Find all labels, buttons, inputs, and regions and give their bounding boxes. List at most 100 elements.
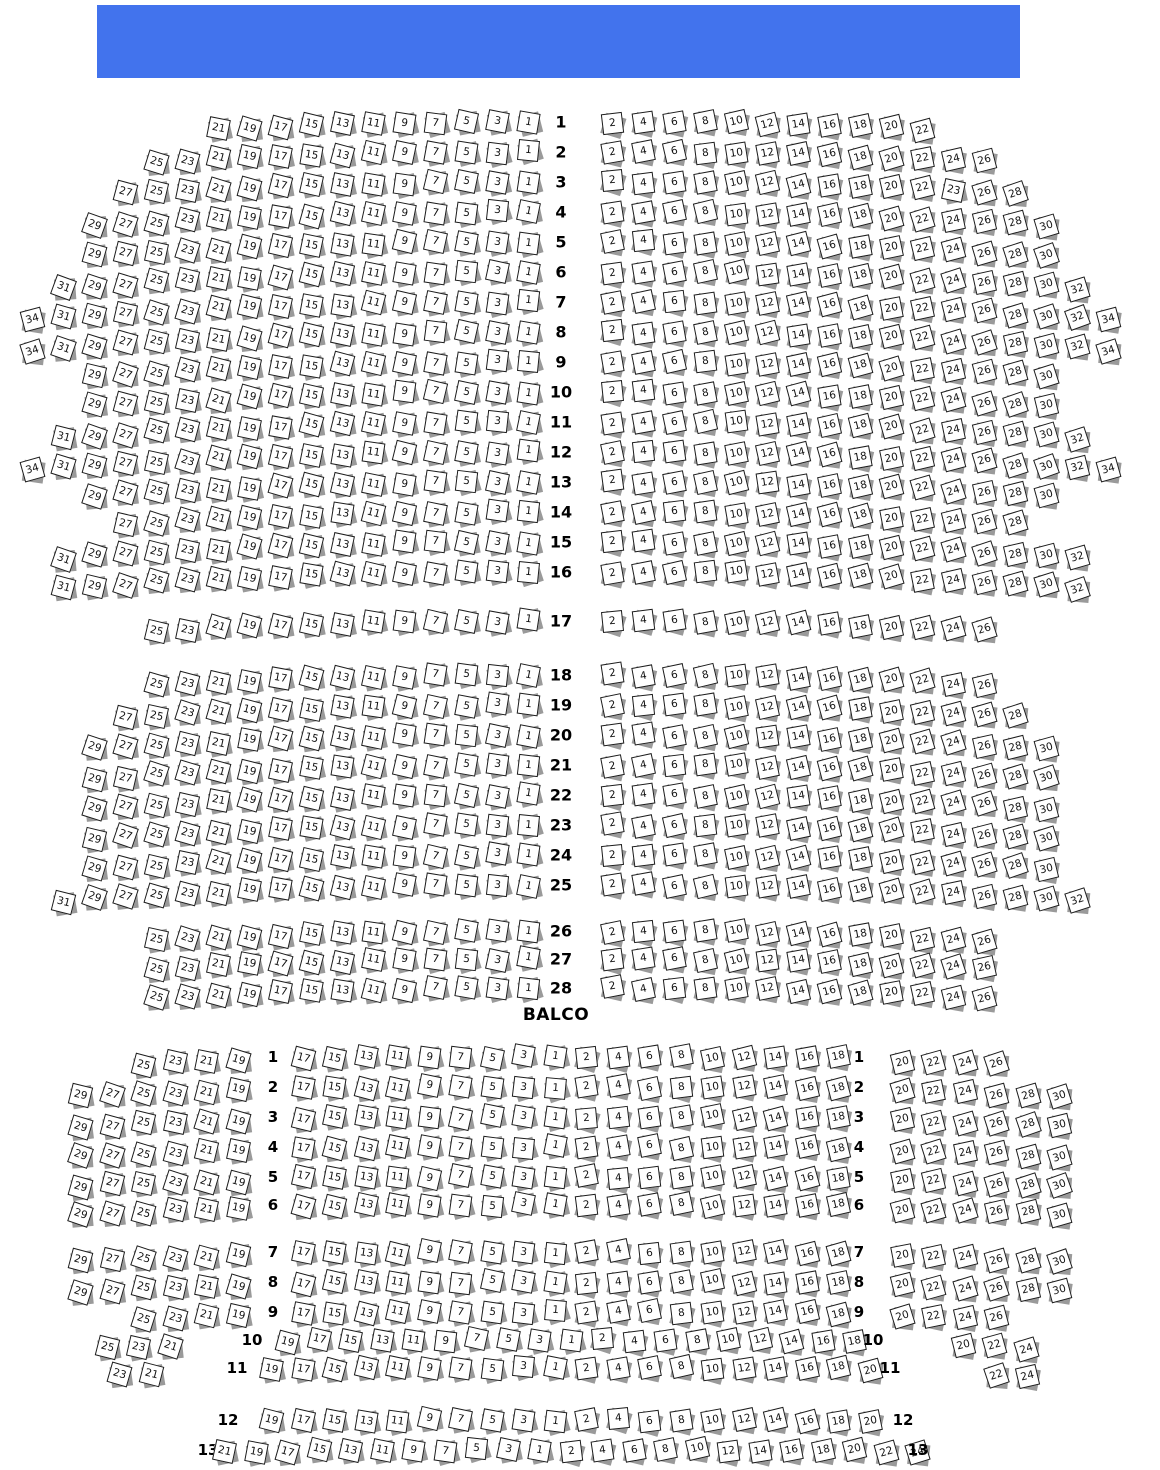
seat[interactable]: 15 xyxy=(338,1327,365,1355)
seat[interactable]: 24 xyxy=(939,953,967,981)
seat[interactable]: 19 xyxy=(225,1302,253,1330)
seat[interactable]: 17 xyxy=(290,1239,318,1267)
seat[interactable]: 26 xyxy=(971,508,998,536)
seat[interactable]: 24 xyxy=(951,1197,979,1225)
seat[interactable]: 27 xyxy=(111,571,139,599)
seat[interactable]: 22 xyxy=(908,474,936,502)
seat[interactable]: 25 xyxy=(130,1274,158,1302)
seat[interactable]: 25 xyxy=(130,1245,157,1273)
seat[interactable]: 7 xyxy=(422,350,450,378)
seat[interactable]: 28 xyxy=(1002,570,1029,598)
seat[interactable]: 9 xyxy=(391,664,419,692)
seat[interactable]: 5 xyxy=(479,1103,507,1130)
seat[interactable]: 13 xyxy=(329,321,357,349)
seat[interactable]: 4 xyxy=(630,693,658,721)
seat[interactable]: 9 xyxy=(417,1134,444,1161)
seat[interactable]: 10 xyxy=(723,663,750,691)
seat[interactable]: 17 xyxy=(290,1075,318,1102)
seat[interactable]: 11 xyxy=(360,350,388,377)
seat[interactable]: 15 xyxy=(298,815,326,843)
seat[interactable]: 1 xyxy=(515,663,543,690)
seat[interactable]: 3 xyxy=(527,1327,555,1355)
seat[interactable]: 2 xyxy=(599,919,626,947)
seat[interactable]: 25 xyxy=(143,792,170,820)
seat[interactable]: 20 xyxy=(950,1332,977,1360)
seat[interactable]: 12 xyxy=(754,351,781,380)
seat[interactable]: 21 xyxy=(205,355,232,383)
seat[interactable]: 27 xyxy=(112,329,139,357)
seat[interactable]: 3 xyxy=(485,813,513,840)
seat[interactable]: 14 xyxy=(763,1271,790,1299)
seat[interactable]: 17 xyxy=(267,978,295,1006)
seat[interactable]: 2 xyxy=(574,1239,601,1267)
seat[interactable]: 9 xyxy=(417,1270,445,1298)
seat[interactable]: 16 xyxy=(816,384,843,412)
seat[interactable]: 31 xyxy=(49,335,77,362)
seat[interactable]: 3 xyxy=(485,498,512,526)
seat[interactable]: 21 xyxy=(193,1080,221,1107)
seat[interactable]: 22 xyxy=(909,385,936,413)
seat[interactable]: 5 xyxy=(454,140,481,168)
seat[interactable]: 13 xyxy=(329,920,357,948)
seat[interactable]: 1 xyxy=(516,170,543,198)
seat[interactable]: 8 xyxy=(692,948,719,976)
seat[interactable]: 19 xyxy=(235,533,263,560)
seat[interactable]: 2 xyxy=(599,974,626,1002)
seat[interactable]: 9 xyxy=(416,1238,444,1266)
seat[interactable]: 26 xyxy=(983,1110,1010,1138)
seat[interactable]: 16 xyxy=(816,412,843,440)
seat[interactable]: 14 xyxy=(785,351,812,380)
seat[interactable]: 21 xyxy=(205,952,233,979)
seat[interactable]: 34 xyxy=(18,338,46,365)
seat[interactable]: 2 xyxy=(599,468,626,497)
seat[interactable]: 2 xyxy=(599,722,626,750)
seat[interactable]: 13 xyxy=(353,1300,381,1328)
seat[interactable]: 32 xyxy=(1063,886,1091,914)
seat[interactable]: 4 xyxy=(630,843,657,871)
seat[interactable]: 9 xyxy=(391,111,419,139)
seat[interactable]: 21 xyxy=(205,327,233,354)
seat[interactable]: 1 xyxy=(543,1076,571,1103)
seat[interactable]: 20 xyxy=(889,1167,916,1195)
seat[interactable]: 13 xyxy=(354,1241,382,1268)
seat[interactable]: 14 xyxy=(785,172,812,200)
seat[interactable]: 18 xyxy=(847,113,874,141)
seat[interactable]: 10 xyxy=(723,230,750,258)
seat[interactable]: 11 xyxy=(385,1044,413,1072)
seat[interactable]: 3 xyxy=(485,349,513,376)
seat[interactable]: 19 xyxy=(236,669,264,696)
seat[interactable]: 16 xyxy=(794,1076,821,1104)
seat[interactable]: 12 xyxy=(754,844,781,872)
seat[interactable]: 16 xyxy=(816,202,843,230)
seat[interactable]: 14 xyxy=(785,112,812,141)
seat[interactable]: 1 xyxy=(515,723,543,751)
seat[interactable]: 11 xyxy=(360,139,388,167)
seat[interactable]: 3 xyxy=(484,380,512,407)
seat[interactable]: 7 xyxy=(433,1439,460,1466)
seat[interactable]: 11 xyxy=(360,200,388,228)
seat[interactable]: 6 xyxy=(637,1075,664,1103)
seat[interactable]: 16 xyxy=(816,501,843,529)
seat[interactable]: 15 xyxy=(298,354,326,381)
seat[interactable]: 22 xyxy=(908,206,936,234)
seat[interactable]: 19 xyxy=(225,1196,253,1224)
seat[interactable]: 22 xyxy=(909,699,936,728)
seat[interactable]: 11 xyxy=(361,440,388,467)
seat[interactable]: 4 xyxy=(630,139,657,167)
seat[interactable]: 29 xyxy=(80,333,108,361)
seat[interactable]: 16 xyxy=(816,727,843,755)
seat[interactable]: 2 xyxy=(600,200,626,228)
seat[interactable]: 4 xyxy=(605,1238,632,1266)
seat[interactable]: 25 xyxy=(143,389,171,416)
seat[interactable]: 28 xyxy=(1002,823,1029,851)
seat[interactable]: 11 xyxy=(360,560,388,588)
seat[interactable]: 12 xyxy=(731,1045,758,1073)
seat[interactable]: 24 xyxy=(940,147,967,175)
seat[interactable]: 1 xyxy=(515,781,543,809)
seat[interactable]: 22 xyxy=(909,788,936,817)
seat[interactable]: 1 xyxy=(516,607,543,635)
seat[interactable]: 6 xyxy=(661,663,688,691)
seat[interactable]: 19 xyxy=(236,144,264,171)
seat[interactable]: 25 xyxy=(143,267,170,295)
seat[interactable]: 30 xyxy=(1033,332,1060,360)
